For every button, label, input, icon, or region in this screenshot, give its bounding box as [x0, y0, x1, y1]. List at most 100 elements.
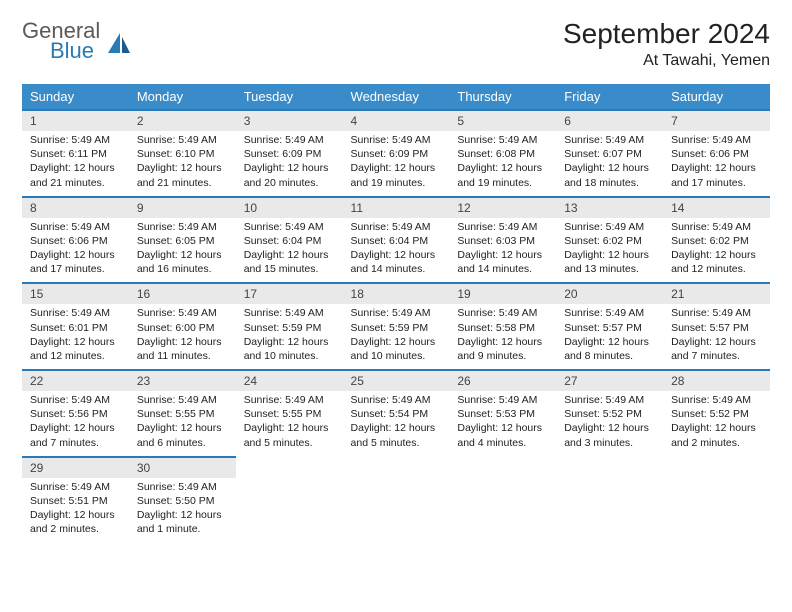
sunset-text: Sunset: 5:51 PM [30, 494, 121, 508]
daylight-text-2: and 5 minutes. [244, 436, 335, 450]
daylight-text-2: and 3 minutes. [564, 436, 655, 450]
sunset-text: Sunset: 6:06 PM [671, 147, 762, 161]
day-content: Sunrise: 5:49 AMSunset: 5:52 PMDaylight:… [556, 391, 663, 457]
sunset-text: Sunset: 6:09 PM [351, 147, 442, 161]
day-content: Sunrise: 5:49 AMSunset: 6:06 PMDaylight:… [663, 131, 770, 197]
day-content: Sunrise: 5:49 AMSunset: 5:58 PMDaylight:… [449, 304, 556, 370]
sunset-text: Sunset: 6:08 PM [457, 147, 548, 161]
sunset-text: Sunset: 5:53 PM [457, 407, 548, 421]
date-cell: 2 [129, 110, 236, 131]
calendar-table: SundayMondayTuesdayWednesdayThursdayFrid… [22, 84, 770, 542]
day-content: Sunrise: 5:49 AMSunset: 6:01 PMDaylight:… [22, 304, 129, 370]
daylight-text-2: and 4 minutes. [457, 436, 548, 450]
day-content [236, 478, 343, 543]
day-header: Saturday [663, 84, 770, 110]
sunrise-text: Sunrise: 5:49 AM [30, 133, 121, 147]
day-content: Sunrise: 5:49 AMSunset: 6:06 PMDaylight:… [22, 218, 129, 284]
sunset-text: Sunset: 5:59 PM [244, 321, 335, 335]
day-header: Monday [129, 84, 236, 110]
daylight-text-2: and 12 minutes. [671, 262, 762, 276]
date-cell: 5 [449, 110, 556, 131]
daylight-text: Daylight: 12 hours [351, 335, 442, 349]
day-content: Sunrise: 5:49 AMSunset: 6:10 PMDaylight:… [129, 131, 236, 197]
sunset-text: Sunset: 5:57 PM [671, 321, 762, 335]
sunset-text: Sunset: 6:10 PM [137, 147, 228, 161]
daylight-text: Daylight: 12 hours [564, 335, 655, 349]
daylight-text-2: and 13 minutes. [564, 262, 655, 276]
daylight-text: Daylight: 12 hours [457, 248, 548, 262]
daylight-text-2: and 14 minutes. [457, 262, 548, 276]
day-content: Sunrise: 5:49 AMSunset: 5:57 PMDaylight:… [663, 304, 770, 370]
day-content: Sunrise: 5:49 AMSunset: 6:09 PMDaylight:… [236, 131, 343, 197]
daylight-text-2: and 21 minutes. [30, 176, 121, 190]
date-cell: 8 [22, 197, 129, 218]
day-content: Sunrise: 5:49 AMSunset: 6:00 PMDaylight:… [129, 304, 236, 370]
day-header: Friday [556, 84, 663, 110]
sunset-text: Sunset: 5:59 PM [351, 321, 442, 335]
daylight-text-2: and 10 minutes. [351, 349, 442, 363]
day-content: Sunrise: 5:49 AMSunset: 5:55 PMDaylight:… [129, 391, 236, 457]
daylight-text: Daylight: 12 hours [457, 161, 548, 175]
date-cell: 27 [556, 370, 663, 391]
location: At Tawahi, Yemen [563, 52, 770, 70]
day-content: Sunrise: 5:49 AMSunset: 5:51 PMDaylight:… [22, 478, 129, 543]
logo: General Blue [22, 18, 132, 64]
daylight-text-2: and 10 minutes. [244, 349, 335, 363]
date-row: 22232425262728 [22, 370, 770, 391]
daylight-text: Daylight: 12 hours [457, 421, 548, 435]
daylight-text-2: and 17 minutes. [671, 176, 762, 190]
daylight-text: Daylight: 12 hours [137, 335, 228, 349]
content-row: Sunrise: 5:49 AMSunset: 6:01 PMDaylight:… [22, 304, 770, 370]
sunrise-text: Sunrise: 5:49 AM [30, 306, 121, 320]
daylight-text: Daylight: 12 hours [671, 335, 762, 349]
daylight-text: Daylight: 12 hours [564, 248, 655, 262]
daylight-text: Daylight: 12 hours [244, 161, 335, 175]
daylight-text-2: and 8 minutes. [564, 349, 655, 363]
daylight-text-2: and 7 minutes. [671, 349, 762, 363]
date-row: 2930 [22, 457, 770, 478]
date-cell [236, 457, 343, 478]
daylight-text: Daylight: 12 hours [137, 421, 228, 435]
sunrise-text: Sunrise: 5:49 AM [244, 393, 335, 407]
date-cell: 4 [343, 110, 450, 131]
content-row: Sunrise: 5:49 AMSunset: 6:11 PM Daylight:… [22, 131, 770, 197]
daylight-text-2: and 7 minutes. [30, 436, 121, 450]
content-row: Sunrise: 5:49 AMSunset: 6:06 PMDaylight:… [22, 218, 770, 284]
month-title: September 2024 [563, 18, 770, 50]
date-cell: 20 [556, 283, 663, 304]
daylight-text-2: and 21 minutes. [137, 176, 228, 190]
sunrise-text: Sunrise: 5:49 AM [564, 220, 655, 234]
sunset-text: Sunset: 6:02 PM [564, 234, 655, 248]
date-row: 15161718192021 [22, 283, 770, 304]
date-cell: 3 [236, 110, 343, 131]
daylight-text: Daylight: 12 hours [30, 335, 121, 349]
day-content: Sunrise: 5:49 AMSunset: 6:02 PMDaylight:… [556, 218, 663, 284]
date-cell: 15 [22, 283, 129, 304]
daylight-text: Daylight: 12 hours [137, 508, 228, 522]
day-content: Sunrise: 5:49 AMSunset: 6:09 PMDaylight:… [343, 131, 450, 197]
daylight-text-2: and 9 minutes. [457, 349, 548, 363]
sunset-text: Sunset: 6:11 PM [30, 147, 121, 161]
sunrise-text: Sunrise: 5:49 AM [351, 306, 442, 320]
daylight-text-2: and 19 minutes. [457, 176, 548, 190]
sunset-text: Sunset: 6:07 PM [564, 147, 655, 161]
daylight-text-2: and 15 minutes. [244, 262, 335, 276]
day-content: Sunrise: 5:49 AMSunset: 6:07 PMDaylight:… [556, 131, 663, 197]
sail-icon [106, 31, 132, 55]
sunset-text: Sunset: 6:03 PM [457, 234, 548, 248]
sunset-text: Sunset: 5:55 PM [244, 407, 335, 421]
sunrise-text: Sunrise: 5:49 AM [671, 220, 762, 234]
sunset-text: Sunset: 5:56 PM [30, 407, 121, 421]
day-content: Sunrise: 5:49 AMSunset: 6:04 PMDaylight:… [236, 218, 343, 284]
daylight-text-2: and 12 minutes. [30, 349, 121, 363]
daylight-text: Daylight: 12 hours [244, 335, 335, 349]
daylight-text: Daylight: 12 hours [137, 248, 228, 262]
daylight-text-2: and 20 minutes. [244, 176, 335, 190]
daylight-text-2: and 16 minutes. [137, 262, 228, 276]
daylight-text: Daylight: 12 hours [457, 335, 548, 349]
day-content [343, 478, 450, 543]
day-content: Sunrise: 5:49 AMSunset: 5:50 PMDaylight:… [129, 478, 236, 543]
date-cell: 11 [343, 197, 450, 218]
daylight-text: Daylight: 12 hours [30, 248, 121, 262]
sunrise-text: Sunrise: 5:49 AM [671, 393, 762, 407]
